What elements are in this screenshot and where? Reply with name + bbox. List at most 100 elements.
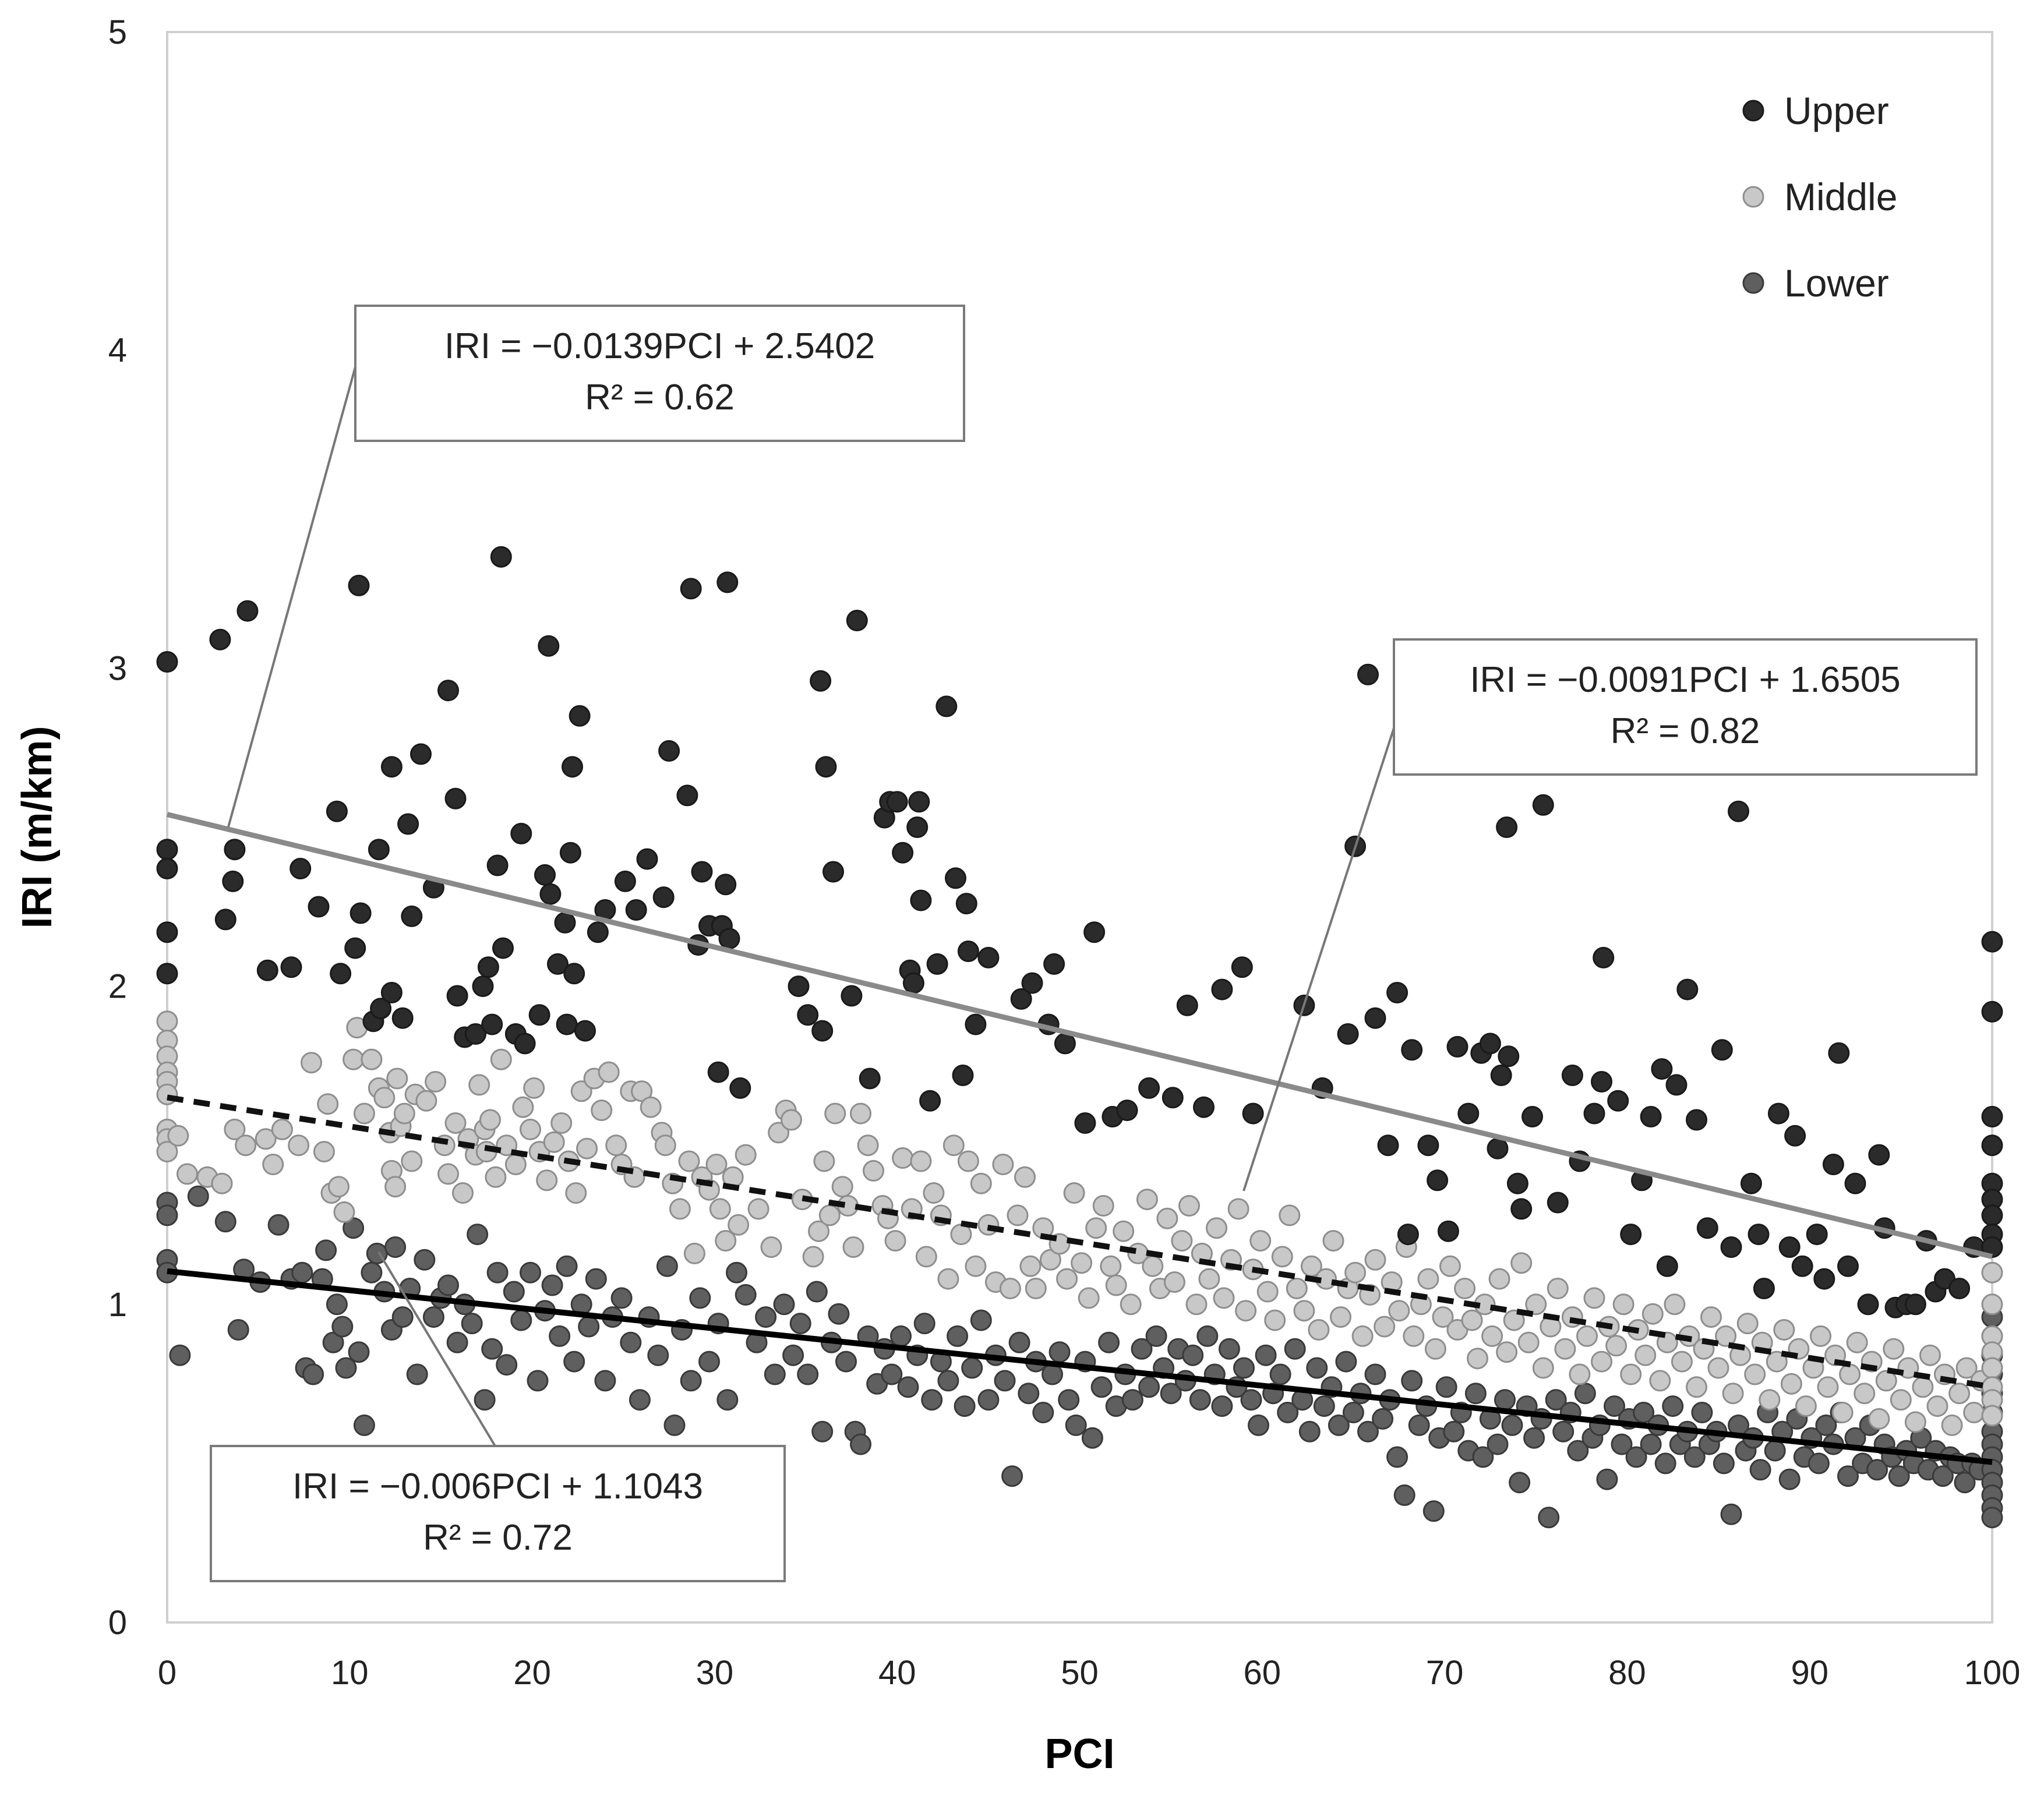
data-point-lower [156, 1204, 178, 1226]
data-point-middle [393, 1102, 415, 1125]
data-point-upper [707, 1061, 729, 1083]
data-point-upper [1651, 1058, 1673, 1080]
y-axis-title: IRI (m/km) [14, 726, 61, 928]
plot-area-border [166, 31, 1993, 1624]
data-point-middle [1569, 1363, 1591, 1385]
legend-marker-lower [1742, 272, 1764, 294]
data-point-upper [1837, 1255, 1859, 1277]
data-point-middle [317, 1093, 339, 1115]
data-point-middle [892, 1147, 914, 1169]
data-point-upper [1981, 1134, 2003, 1157]
data-point-middle [1517, 1331, 1540, 1353]
data-point-upper [1496, 816, 1518, 838]
data-point-lower [897, 1376, 919, 1398]
data-point-lower [461, 1313, 483, 1335]
data-point-lower [1443, 1420, 1465, 1443]
data-point-upper [554, 911, 576, 934]
data-point-upper [1547, 1192, 1569, 1214]
data-point-middle [1249, 1230, 1272, 1252]
data-point-middle [485, 1166, 507, 1188]
data-point-upper [1043, 953, 1065, 975]
annotation-upper: IRI = −0.0139PCI + 2.5402 R² = 0.62 [227, 305, 965, 828]
data-point-middle [1235, 1300, 1257, 1322]
data-point-middle [760, 1236, 782, 1258]
data-point-upper [1386, 982, 1408, 1003]
data-point-middle [1912, 1376, 1934, 1398]
data-point-middle [923, 1182, 945, 1204]
data-point-upper [680, 578, 702, 600]
data-point-lower [1435, 1376, 1457, 1398]
data-point-upper [658, 740, 680, 762]
data-point-lower [1749, 1459, 1771, 1481]
data-point-middle [598, 1061, 620, 1083]
data-point-middle [1591, 1350, 1612, 1373]
annotation-lower: IRI = −0.006PCI + 1.1043 R² = 0.72 [210, 1251, 786, 1582]
data-point-upper [348, 574, 370, 596]
data-point-upper [1728, 800, 1749, 822]
data-point-lower [881, 1363, 903, 1385]
y-tick-label: 2 [108, 968, 127, 1006]
data-point-lower [1501, 1414, 1523, 1436]
y-tick-label: 5 [108, 13, 127, 51]
legend-marker-upper [1742, 100, 1764, 122]
data-point-lower [361, 1261, 383, 1284]
data-point-upper [472, 975, 494, 998]
data-point-middle [715, 1230, 737, 1252]
data-point-upper [1981, 1204, 2003, 1226]
data-point-upper [410, 743, 432, 765]
data-point-middle [678, 1150, 700, 1172]
data-point-upper [224, 839, 246, 861]
x-tick-label: 70 [1426, 1654, 1464, 1692]
data-point-upper [156, 839, 178, 861]
data-point-upper [1487, 1137, 1509, 1159]
data-point-upper [1620, 1224, 1642, 1246]
data-point-upper [1665, 1074, 1688, 1096]
data-point-lower [353, 1414, 375, 1436]
data-point-upper [1054, 1033, 1076, 1055]
data-point-lower [1049, 1341, 1071, 1363]
data-point-middle [1007, 1204, 1029, 1226]
data-point-middle [709, 1198, 731, 1220]
data-point-lower [1248, 1414, 1269, 1436]
data-point-middle [1722, 1383, 1744, 1405]
data-point-lower [406, 1363, 428, 1385]
data-point-lower [1464, 1383, 1487, 1405]
data-point-middle [1671, 1350, 1693, 1373]
data-points [156, 546, 2003, 1529]
data-point-middle [728, 1214, 750, 1236]
data-point-lower [797, 1363, 819, 1385]
data-point-upper [1981, 931, 2003, 953]
data-point-middle [863, 1159, 884, 1182]
data-point-middle [313, 1141, 335, 1163]
data-point-middle [1432, 1306, 1454, 1328]
data-point-upper [625, 899, 647, 921]
data-point-lower [1335, 1350, 1357, 1373]
data-point-upper [841, 985, 863, 1007]
data-point-upper [1696, 1217, 1718, 1239]
data-point-middle [1744, 1363, 1766, 1385]
legend-item-middle: Middle [1742, 175, 1897, 218]
data-point-lower [806, 1281, 828, 1303]
x-axis: 0 10 20 30 40 50 60 70 80 90 100 [158, 1654, 2021, 1692]
data-point-middle [1025, 1278, 1047, 1299]
data-point-middle [504, 1154, 527, 1175]
data-point-middle [1780, 1373, 1802, 1395]
data-point-lower [1494, 1389, 1516, 1411]
data-point-middle [343, 1048, 365, 1070]
data-point-lower [331, 1316, 354, 1338]
data-point-middle [1014, 1166, 1036, 1188]
data-point-middle [1293, 1300, 1315, 1322]
data-point-middle [1417, 1268, 1439, 1290]
data-point-upper [908, 791, 930, 813]
data-point-upper [1337, 1023, 1359, 1045]
data-point-middle [1286, 1278, 1308, 1299]
data-point-middle [1846, 1331, 1868, 1353]
data-point-middle [288, 1134, 310, 1157]
data-point-upper [652, 886, 675, 908]
data-point-middle [1120, 1293, 1142, 1316]
data-point-lower [828, 1303, 850, 1325]
annotation-equation: IRI = −0.0091PCI + 1.6505 [1470, 660, 1900, 700]
data-point-middle [842, 1236, 864, 1258]
data-point-middle [1554, 1338, 1576, 1360]
data-point-upper [810, 670, 832, 692]
